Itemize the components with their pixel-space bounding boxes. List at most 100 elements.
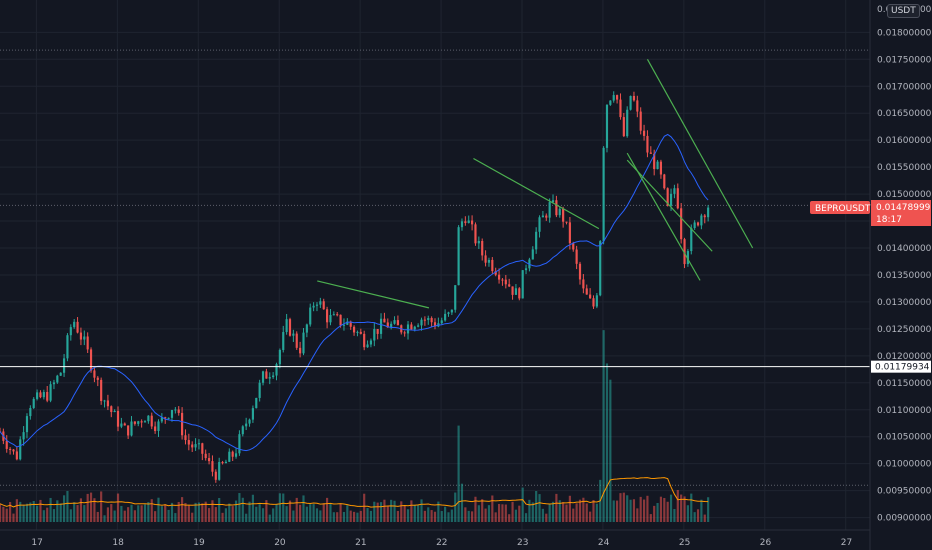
candle-body [133, 421, 136, 424]
candle-body [487, 259, 491, 263]
volume-bar [589, 511, 592, 522]
volume-bar [339, 503, 342, 522]
volume-bar [433, 511, 437, 522]
volume-bar [207, 508, 211, 522]
candle-body [160, 417, 163, 422]
candle-body [568, 222, 571, 244]
volume-bar [228, 503, 231, 522]
y-tick-label: 0.00950000 [877, 487, 932, 497]
volume-bar [518, 505, 521, 522]
volume-bar [150, 499, 153, 522]
trendlines[interactable] [317, 59, 754, 309]
candle-body [191, 444, 194, 448]
volume-bar [390, 499, 393, 522]
candle-body [599, 241, 602, 296]
y-tick-label: 0.01550000 [877, 163, 932, 173]
candle-body [656, 161, 659, 170]
volume-bar [386, 505, 389, 522]
candle-body [79, 332, 83, 340]
volume-bar [501, 504, 504, 522]
volume-bar [174, 513, 177, 522]
volume-bar [457, 425, 460, 522]
candle-body [251, 408, 254, 420]
candle-body [278, 349, 281, 365]
volume-bar [379, 502, 383, 522]
candle-body [181, 412, 184, 436]
countdown-label: 18:17 [876, 215, 902, 225]
symbol-tag[interactable]: BEPROUSDT [810, 201, 871, 214]
volume-bar [66, 490, 69, 522]
candle-body [393, 320, 396, 324]
volume-bar [332, 512, 335, 522]
volume-bar [578, 499, 582, 522]
volume-bar [352, 511, 356, 522]
trendline [317, 280, 430, 309]
volume-bar [89, 492, 93, 522]
grid [0, 0, 870, 530]
candle-body [272, 375, 275, 378]
volume-bar [693, 512, 696, 522]
candle-body [174, 409, 177, 411]
volume-bar [268, 514, 271, 522]
y-tick-label: 0.01600000 [877, 136, 932, 146]
candle-body [632, 95, 636, 101]
candle-body [605, 104, 609, 148]
volume-bar [204, 501, 207, 522]
reference-level-tag[interactable]: 0.01179934 [871, 360, 931, 373]
candle-body [46, 391, 49, 401]
candle-body [447, 312, 450, 314]
candle-body [218, 462, 221, 480]
candle-body [201, 443, 204, 454]
candle-body [619, 99, 622, 118]
volume-bar [683, 496, 686, 522]
candle-body [612, 95, 615, 101]
candle-body [143, 421, 147, 423]
volume-bar [143, 504, 147, 522]
volume-bar [444, 506, 447, 522]
volume-bar [406, 509, 410, 522]
y-tick-label: 0.01300000 [877, 298, 932, 308]
last-price-label: 0.01478999 [876, 203, 931, 213]
candle-body [86, 336, 89, 350]
volume-bar [248, 501, 251, 522]
candle-body [595, 295, 598, 307]
volume-bar [622, 492, 625, 522]
candle-body [349, 321, 352, 327]
candle-body [127, 425, 130, 436]
volume-bar [231, 506, 234, 522]
volume-bar [346, 505, 349, 522]
candle-body [295, 333, 298, 348]
volume-bar [194, 502, 197, 522]
candle-body [369, 340, 373, 345]
last-price-tag[interactable]: 0.01478999 18:17 [871, 200, 931, 226]
candle-body [609, 100, 612, 105]
volume-bar [137, 505, 140, 522]
volume-bar [484, 508, 487, 522]
candle-body [312, 305, 315, 308]
volume-bar [642, 499, 646, 522]
candle-body [390, 323, 393, 328]
candle-body [5, 440, 8, 449]
candle-body [454, 285, 457, 310]
volume-bar [133, 510, 136, 522]
candle-body [69, 327, 72, 336]
candle-body [494, 271, 497, 275]
candle-body [585, 288, 588, 295]
candle-body [484, 255, 487, 263]
y-tick-label: 0.01500000 [877, 190, 932, 200]
volume-bar [659, 496, 663, 522]
candle-body [467, 220, 470, 223]
candle-body [669, 193, 673, 206]
volume-bar [299, 504, 302, 522]
candle-body [491, 259, 494, 272]
candle-body [521, 270, 524, 299]
candle-body [49, 384, 52, 401]
candle-body [376, 329, 379, 334]
volume-bar [113, 510, 116, 522]
candle-body [315, 304, 319, 306]
candle-body [410, 324, 413, 330]
unit-badge[interactable]: USDT [887, 4, 920, 18]
volume-bar [676, 490, 679, 522]
x-tick-label: 26 [760, 538, 772, 548]
